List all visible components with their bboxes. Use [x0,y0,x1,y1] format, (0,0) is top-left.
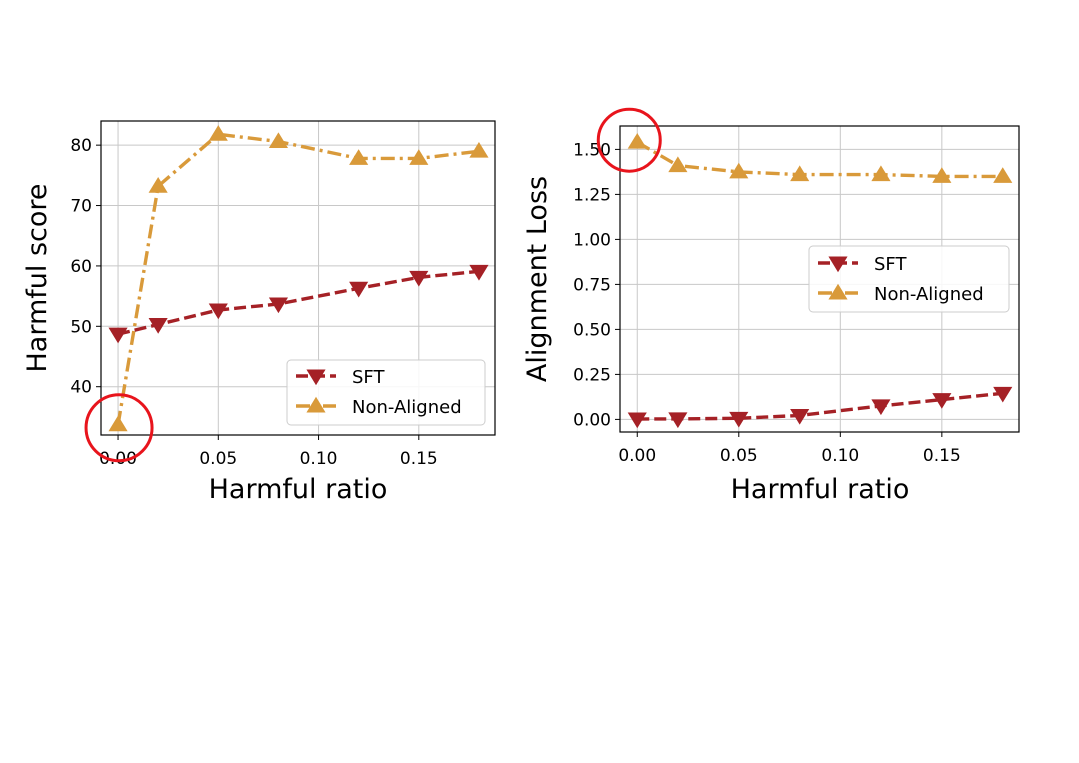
chart-1-sft-point [208,303,228,320]
chart-2-non-aligned-point [871,165,891,182]
chart-2-non-aligned-point [668,156,688,173]
chart-2-frame [619,125,1020,433]
chart-1-ticks: 0.00 0.05 0.10 0.15 40 50 60 70 80 [70,136,437,469]
chart-2-sft-point [729,411,749,428]
chart-1-legend: SFT Non-Aligned [286,359,486,426]
chart-2-xlabel: Harmful ratio [731,474,910,505]
chart-2-xtick-label: 0.10 [821,446,859,466]
chart-1-series [108,125,489,432]
chart-1-legend-sft-label: SFT [352,367,385,388]
chart-2-ytick-label: 0.25 [573,365,611,385]
chart-2-ytick-label: 0.50 [573,320,611,340]
chart-1-xtick-label: 0.05 [199,449,237,469]
chart-2-ytick-label: 0.00 [573,410,611,430]
chart-2-non-aligned-point [729,162,749,179]
chart-1-non-aligned-point [349,149,369,165]
chart-1-sft-point [409,270,429,287]
chart-1-non-aligned-point [469,141,489,158]
chart-1-sft-point [469,264,489,281]
chart-2-highlight-circle [596,107,662,173]
chart-1-legend-non-aligned-symbol [296,396,336,413]
chart-2-sft-point [627,412,647,429]
chart-alignment-loss: 0.00 0.05 0.10 0.15 0.00 0.25 0.50 0.75 1.00 1.25… [522,107,1020,505]
chart-2-series [627,132,1013,429]
chart-1-non-aligned-point [108,415,128,432]
chart-1-legend-box [286,359,486,426]
chart-1-xtick-label: 0.10 [300,449,338,469]
chart-2-xtick-label: 0.05 [720,446,758,466]
chart-2-ytick-label: 0.75 [573,275,611,295]
chart-2-ytick-label: 1.50 [573,140,611,160]
chart-1-ytick-label: 80 [70,136,92,156]
chart-1-xtick-label: 0.00 [99,449,137,469]
chart-2-legend-non-aligned-marker [828,283,848,300]
chart-1-non-aligned-point [268,132,289,149]
chart-1-legend-non-aligned-label: Non-Aligned [352,397,462,418]
chart-2-legend-non-aligned-label: Non-Aligned [874,284,984,305]
chart-2-ylabel: Alignment Loss [522,176,553,382]
chart-2-xtick-label: 0.00 [618,446,656,466]
chart-2-non-aligned-point [627,132,647,149]
chart-2-sft-point [993,386,1013,403]
chart-1-xlabel: Harmful ratio [209,474,388,505]
chart-1-legend-sft-symbol [296,369,336,386]
chart-1-sft-line [117,269,480,336]
chart-1-ytick-label: 70 [70,197,92,217]
chart-1-non-aligned-point [148,177,168,193]
chart-2-legend-sft-symbol [818,256,858,273]
chart-harmful-score: 0.00 0.05 0.10 0.15 40 50 60 70 80 Harmful ratio… [22,120,496,505]
chart-2-ytick-label: 1.25 [573,185,611,205]
chart-2-non-aligned-point [932,167,952,183]
chart-2-legend: SFT Non-Aligned [808,245,1010,313]
chart-1-sft-point [349,281,369,298]
chart-1-xtick-label: 0.15 [400,449,438,469]
chart-1-ytick-label: 40 [70,378,92,398]
chart-1-sft-point [148,318,168,334]
chart-2-non-aligned-line [636,140,1003,179]
chart-2-xtick-label: 0.15 [923,446,961,466]
chart-1-legend-sft-marker [306,369,326,386]
chart-1-highlight-circle [84,393,154,463]
chart-1-sft-point [108,327,128,344]
chart-1-non-aligned-point [208,125,228,141]
chart-1-frame [100,120,496,436]
chart-2-legend-sft-marker [828,256,848,273]
chart-2-sft-point [668,412,688,429]
chart-2-sft-point [790,408,810,425]
chart-2-non-aligned-point [790,165,810,182]
chart-2-non-aligned-point [993,167,1013,183]
chart-1-legend-non-aligned-marker [306,396,326,413]
chart-2-sft-point [871,399,891,416]
chart-1-ytick-label: 60 [70,257,92,277]
chart-2-legend-sft-label: SFT [874,254,907,275]
chart-2-ytick-label: 1.00 [573,230,611,250]
chart-2-legend-non-aligned-symbol [818,283,858,300]
chart-1-ytick-label: 50 [70,317,92,337]
chart-2-sft-point [932,393,952,409]
chart-2-legend-box [808,245,1010,313]
chart-1-ylabel: Harmful score [22,183,53,372]
chart-2-ticks: 0.00 0.05 0.10 0.15 0.00 0.25 0.50 0.75 1.00 1.25… [573,140,961,466]
chart-1-non-aligned-point [409,149,429,165]
chart-1-sft-point [268,297,289,314]
